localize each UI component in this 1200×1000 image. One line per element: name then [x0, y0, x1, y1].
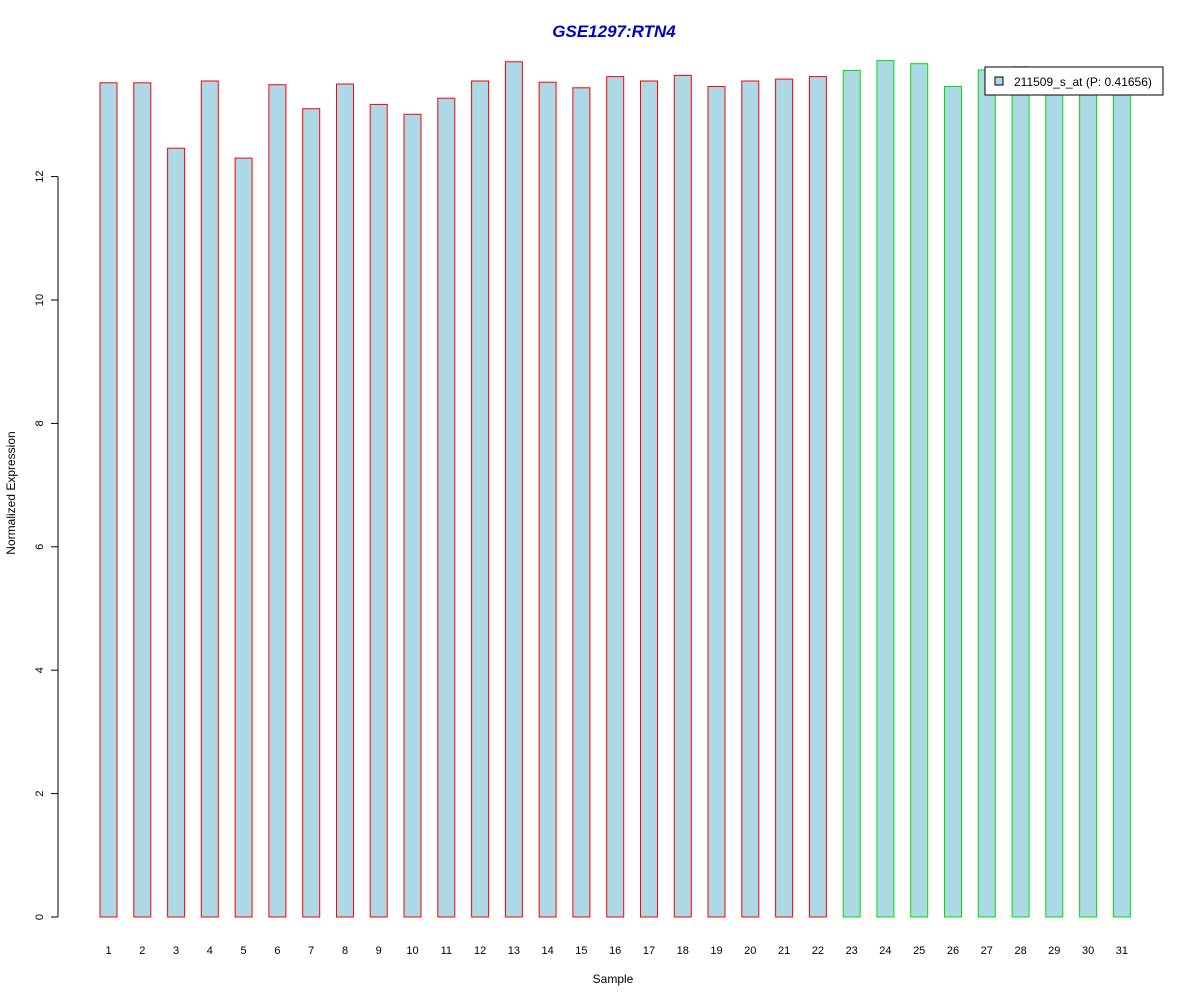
legend: 211509_s_at (P: 0.41656)	[984, 66, 1164, 96]
bar-sample-30	[1079, 68, 1098, 918]
x-tick-label: 13	[508, 945, 520, 957]
x-tick-label: 27	[981, 945, 993, 957]
x-tick-label: 18	[677, 945, 689, 957]
chart-title: GSE1297:RTN4	[552, 22, 676, 41]
bar-sample-14	[538, 81, 557, 918]
bar-sample-24	[876, 60, 895, 918]
bar-sample-31	[1112, 70, 1131, 918]
bar-sample-18	[673, 74, 692, 918]
legend-box	[984, 66, 1164, 96]
bar-sample-27	[977, 69, 996, 918]
bar-sample-28	[1011, 66, 1030, 918]
x-tick-label: 22	[812, 945, 824, 957]
bar-sample-11	[437, 97, 456, 918]
x-tick-label: 29	[1048, 945, 1060, 957]
bar-sample-3	[167, 147, 186, 918]
x-tick-label: 31	[1116, 945, 1128, 957]
bar-sample-19	[707, 86, 726, 918]
x-tick-label: 12	[474, 945, 486, 957]
bar-sample-20	[741, 80, 760, 918]
x-tick-label: 1	[105, 945, 111, 957]
x-tick-label: 5	[241, 945, 247, 957]
x-tick-label: 26	[947, 945, 959, 957]
x-tick-label: 11	[441, 945, 452, 957]
bar-sample-4	[200, 80, 219, 918]
x-tick-label: 3	[173, 945, 179, 957]
x-tick-label: 24	[879, 945, 891, 957]
x-tick-label: 10	[406, 945, 418, 957]
x-tick-label: 30	[1082, 945, 1094, 957]
x-tick-label: 23	[846, 945, 858, 957]
y-tick-label: 4	[34, 667, 46, 673]
bar-sample-17	[640, 80, 658, 918]
bar-sample-16	[606, 76, 625, 918]
x-tick-label: 8	[342, 945, 348, 957]
bars-group	[99, 60, 1131, 918]
x-tick-label: 2	[139, 945, 145, 957]
bar-sample-15	[572, 87, 591, 918]
bar-sample-6	[268, 84, 287, 918]
x-tick-label: 28	[1014, 945, 1026, 957]
bar-sample-13	[504, 61, 523, 918]
x-tick-label: 21	[778, 945, 790, 957]
x-axis-label: Sample	[593, 972, 634, 986]
bar-sample-29	[1045, 67, 1064, 918]
y-tick-label: 10	[34, 294, 46, 306]
x-tick-label: 9	[376, 945, 382, 957]
x-tick-label: 17	[643, 945, 655, 957]
y-axis-label: Normalized Expression	[4, 431, 18, 554]
legend-swatch	[994, 76, 1004, 86]
x-tick-labels: 1 2 3 4 5 6 7 8 9 10 11 12 13 14 15 16 17 18 19 20 21 22 23 24 2…	[105, 945, 1128, 957]
x-tick-label: 19	[710, 945, 722, 957]
bar-sample-25	[910, 63, 929, 918]
x-tick-label: 20	[744, 945, 756, 957]
x-tick-label: 6	[274, 945, 280, 957]
bar-sample-22	[808, 76, 827, 918]
bar-sample-5	[234, 157, 253, 918]
legend-label: 211509_s_at (P: 0.41656)	[1014, 75, 1152, 89]
bar-sample-10	[403, 113, 422, 918]
bar-sample-7	[302, 108, 321, 918]
y-tick-label: 0	[34, 914, 46, 920]
y-tick-label: 12	[34, 170, 46, 182]
bar-sample-9	[369, 103, 388, 918]
y-tick-label: 6	[34, 544, 46, 550]
bar-sample-8	[336, 83, 354, 918]
x-tick-label: 4	[207, 945, 213, 957]
x-tick-label: 7	[308, 945, 314, 957]
x-tick-label: 16	[609, 945, 621, 957]
bar-sample-2	[133, 82, 152, 918]
y-axis: 0 2 4 6 8 10 12	[34, 170, 59, 920]
bar-sample-23	[842, 70, 861, 918]
y-tick-label: 2	[34, 791, 46, 797]
y-tick-label: 8	[34, 420, 46, 426]
bar-sample-1	[99, 82, 118, 918]
x-tick-label: 25	[913, 945, 925, 957]
bar-sample-12	[471, 80, 490, 918]
bar-sample-26	[944, 86, 962, 918]
x-tick-label: 15	[575, 945, 587, 957]
bar-sample-21	[775, 78, 794, 918]
x-tick-label: 14	[541, 945, 553, 957]
